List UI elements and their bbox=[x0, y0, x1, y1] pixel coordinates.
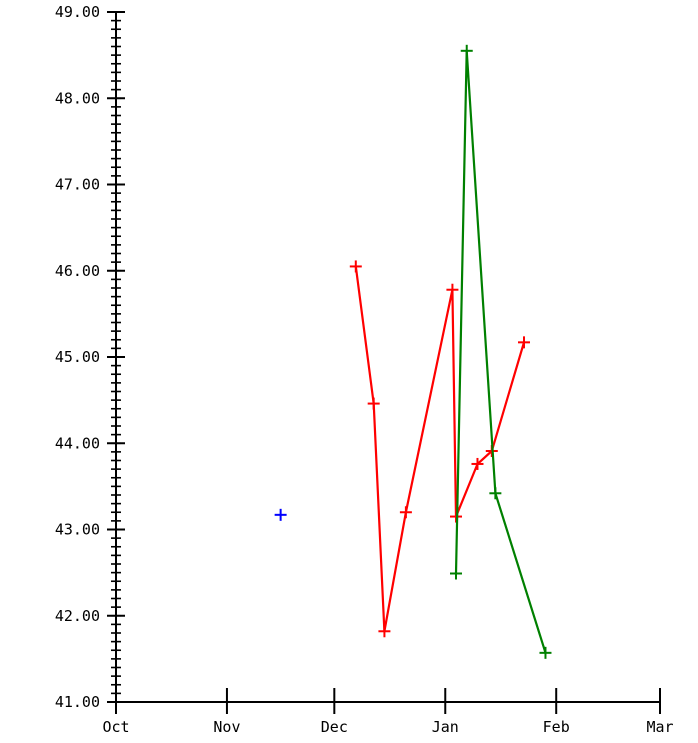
data-point-marker bbox=[399, 506, 412, 519]
x-tick-label: Nov bbox=[213, 718, 240, 736]
y-tick-label: 44.00 bbox=[55, 434, 100, 452]
x-tick-label: Mar bbox=[646, 718, 673, 736]
y-tick-label: 43.00 bbox=[55, 521, 100, 539]
series-line bbox=[454, 50, 547, 654]
data-point-marker bbox=[489, 487, 502, 500]
data-point-marker bbox=[460, 44, 473, 57]
data-point-marker bbox=[446, 283, 459, 296]
x-tick-label: Jan bbox=[432, 718, 459, 736]
data-point-marker bbox=[378, 625, 391, 638]
x-tick-label: Feb bbox=[543, 718, 570, 736]
axes: 41.00 42.00 43.00 44.00 45.00 46.00 47.00 48.00… bbox=[55, 3, 674, 736]
y-tick-label: 49.00 bbox=[55, 3, 100, 21]
y-tick-label: 42.00 bbox=[55, 607, 100, 625]
series-2 bbox=[349, 260, 530, 638]
data-point-marker bbox=[274, 508, 287, 521]
x-tick-label: Oct bbox=[102, 718, 129, 736]
data-point-marker bbox=[367, 397, 380, 410]
data-point-marker bbox=[539, 646, 552, 659]
y-tick-label: 41.00 bbox=[55, 693, 100, 711]
series-layer bbox=[274, 44, 552, 659]
data-point-marker bbox=[450, 567, 462, 580]
y-tick-label: 48.00 bbox=[55, 89, 100, 107]
data-point-marker bbox=[518, 336, 530, 349]
y-tick-label: 46.00 bbox=[55, 262, 100, 280]
series-3 bbox=[450, 44, 552, 659]
x-tick-label: Dec bbox=[321, 718, 348, 736]
y-tick-label: 45.00 bbox=[55, 348, 100, 366]
series-line bbox=[354, 266, 526, 632]
data-point-marker bbox=[471, 457, 484, 470]
data-point-marker bbox=[349, 260, 362, 273]
y-tick-label: 47.00 bbox=[55, 176, 100, 194]
series-1 bbox=[274, 508, 287, 521]
